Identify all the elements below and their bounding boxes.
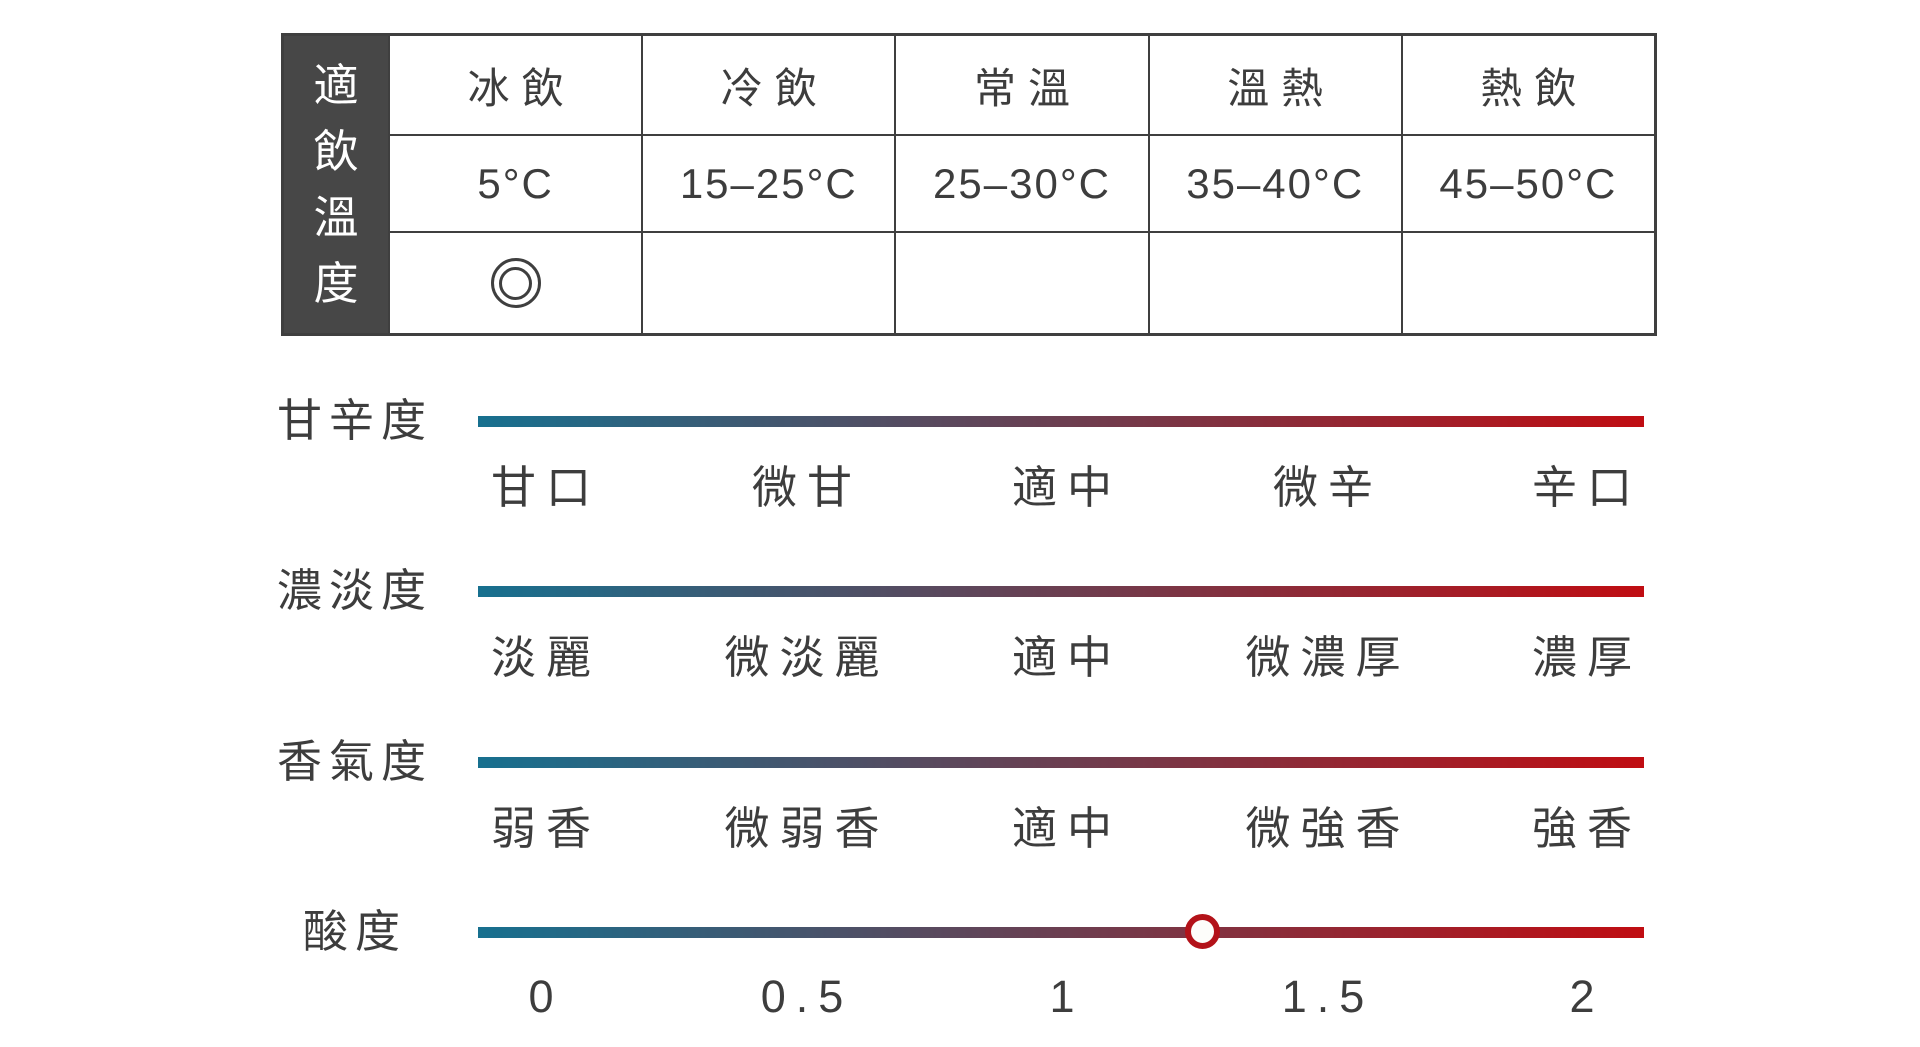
slider-acidity-tick: 1.5 — [1281, 971, 1375, 1022]
marker-cell-hot — [1400, 231, 1654, 333]
slider-aroma-level: 適中 — [1011, 803, 1123, 854]
slider-sweetness-dryness-label: 甘辛度 — [276, 395, 433, 446]
table-row-header: 適 飲 溫 度 — [284, 36, 388, 333]
col-header-warm: 溫熱 — [1147, 36, 1401, 134]
col-header-cold: 冷飲 — [641, 36, 894, 134]
slider-body-bar — [478, 586, 1644, 597]
col-header-iced: 冰飲 — [388, 36, 641, 134]
slider-sweetness-level: 甘口 — [490, 462, 602, 513]
slider-acidity-tick: 0 — [528, 971, 564, 1022]
temperature-table: 適 飲 溫 度 冰飲 冷飲 常溫 溫熱 熱飲 5°C 15–25°C 25–30… — [281, 33, 1657, 336]
slider-sweetness-level: 辛口 — [1531, 462, 1643, 513]
slider-aroma-level: 微強香 — [1245, 803, 1411, 854]
slider-body-level: 微淡麗 — [724, 632, 890, 683]
slider-sweetness-dryness-bar — [478, 416, 1644, 427]
marker-cell-iced — [388, 231, 642, 333]
slider-aroma-bar — [478, 757, 1644, 768]
temp-cell-iced: 5°C — [388, 134, 642, 231]
temp-cell-warm: 35–40°C — [1147, 134, 1401, 231]
row-header-char: 飲 — [313, 126, 359, 177]
slider-aroma-level: 強香 — [1531, 803, 1643, 854]
marker-cell-room — [894, 231, 1148, 333]
slider-acidity-bar — [478, 927, 1644, 938]
marker-cell-warm — [1147, 231, 1401, 333]
slider-sweetness-level: 微甘 — [751, 462, 863, 513]
temp-cell-hot: 45–50°C — [1400, 134, 1654, 231]
slider-sweetness-level: 微辛 — [1272, 462, 1384, 513]
slider-sweetness-level: 適中 — [1011, 462, 1123, 513]
slider-body-level: 淡麗 — [490, 632, 602, 683]
col-header-hot: 熱飲 — [1400, 36, 1654, 134]
slider-body-level: 適中 — [1011, 632, 1123, 683]
slider-acidity-label: 酸度 — [302, 906, 407, 957]
marker-cell-cold — [641, 231, 895, 333]
row-header-char: 適 — [313, 60, 359, 111]
slider-acidity-tick: 1 — [1049, 971, 1085, 1022]
slider-acidity-tick: 2 — [1569, 971, 1605, 1022]
acidity-slider-handle[interactable] — [1184, 914, 1220, 949]
temp-cell-cold: 15–25°C — [641, 134, 895, 231]
temp-cell-room: 25–30°C — [894, 134, 1148, 231]
slider-aroma-label: 香氣度 — [276, 736, 433, 787]
row-header-char: 度 — [313, 258, 359, 309]
slider-aroma-level: 弱香 — [490, 803, 602, 854]
slider-body-level: 微濃厚 — [1245, 632, 1411, 683]
row-header-char: 溫 — [313, 192, 359, 243]
slider-body-level: 濃厚 — [1531, 632, 1643, 683]
slider-body-label: 濃淡度 — [276, 565, 433, 616]
slider-acidity-tick: 0.5 — [760, 971, 854, 1022]
recommended-temperature-icon — [490, 258, 541, 308]
col-header-room: 常溫 — [894, 36, 1147, 134]
slider-aroma-level: 微弱香 — [724, 803, 890, 854]
